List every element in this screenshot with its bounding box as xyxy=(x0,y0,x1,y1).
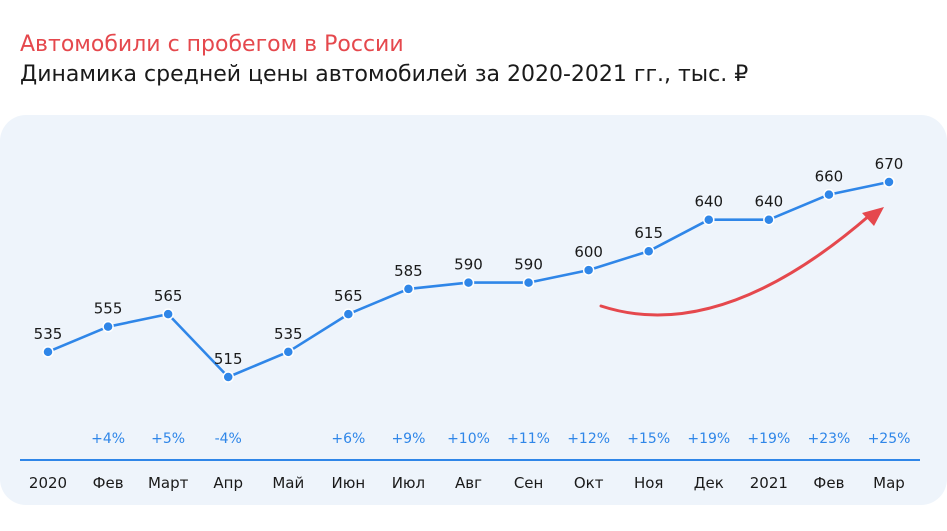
change-label: +10% xyxy=(447,431,490,447)
change-label: +19% xyxy=(687,431,730,447)
change-label: +12% xyxy=(567,431,610,447)
data-label: 640 xyxy=(694,193,723,211)
data-label: 670 xyxy=(875,155,904,173)
data-point xyxy=(522,276,535,289)
trend-arrow xyxy=(599,213,872,317)
data-label: 590 xyxy=(514,256,543,274)
data-label: 590 xyxy=(454,256,483,274)
chart-subtitle: Автомобили с пробегом в России xyxy=(20,32,404,57)
data-label: 660 xyxy=(815,168,844,186)
data-label: 555 xyxy=(94,300,123,318)
x-tick-label: Мар xyxy=(873,474,905,492)
x-tick-label: Июл xyxy=(392,474,425,492)
change-label: -4% xyxy=(215,431,242,447)
header: Автомобили с пробегом в России Динамика … xyxy=(20,30,920,90)
change-label: +19% xyxy=(747,431,790,447)
x-tick-label: 2020 xyxy=(29,474,67,492)
x-tick-label: Авг xyxy=(455,474,482,492)
data-point xyxy=(402,283,415,295)
data-label: 535 xyxy=(274,325,303,343)
change-label: +11% xyxy=(507,431,550,447)
x-tick-label: Май xyxy=(272,474,304,492)
x-tick-label: 2021 xyxy=(750,474,788,492)
data-label: 535 xyxy=(34,325,63,343)
x-tick-label: Окт xyxy=(574,474,604,492)
data-point xyxy=(582,264,595,276)
data-label: 615 xyxy=(634,224,663,242)
data-point xyxy=(462,276,475,289)
data-point xyxy=(642,245,655,257)
change-label: +9% xyxy=(391,431,425,447)
change-label: +23% xyxy=(807,431,850,447)
chart-title: Динамика средней цены автомобилей за 202… xyxy=(20,62,749,87)
data-label: 565 xyxy=(334,287,363,305)
x-tick-label: Июн xyxy=(332,474,366,492)
line-chart: 535 555 565 515 535 565 585 590 590 600 615 640 640 6… xyxy=(20,155,920,492)
x-tick-label: Ноя xyxy=(634,474,663,492)
data-point xyxy=(703,213,715,226)
change-label: +25% xyxy=(868,431,911,447)
data-label: 640 xyxy=(755,193,784,211)
change-label: +6% xyxy=(331,431,365,447)
data-point xyxy=(42,346,54,358)
data-point xyxy=(342,308,355,320)
x-tick-label: Апр xyxy=(213,474,243,492)
data-point xyxy=(102,320,114,333)
trend-arrow-head xyxy=(862,207,884,226)
x-tick-label: Дек xyxy=(694,474,724,492)
data-label: 565 xyxy=(154,287,183,305)
change-label: +5% xyxy=(151,431,185,447)
chart-panel: 535 555 565 515 535 565 585 590 590 600 615 640 640 6… xyxy=(0,115,947,505)
data-point xyxy=(162,308,174,320)
data-label: 585 xyxy=(394,262,423,280)
x-tick-label: Март xyxy=(148,474,189,492)
change-label: +15% xyxy=(627,431,670,447)
change-label: +4% xyxy=(91,431,125,447)
x-tick-label: Фев xyxy=(813,474,844,492)
data-point xyxy=(883,176,895,188)
data-label: 600 xyxy=(574,243,603,261)
data-point xyxy=(823,188,835,201)
data-point xyxy=(222,371,234,383)
x-tick-label: Фев xyxy=(93,474,124,492)
data-point xyxy=(282,346,295,358)
data-label: 515 xyxy=(214,350,243,368)
x-tick-label: Сен xyxy=(514,474,544,492)
data-point xyxy=(763,213,775,226)
